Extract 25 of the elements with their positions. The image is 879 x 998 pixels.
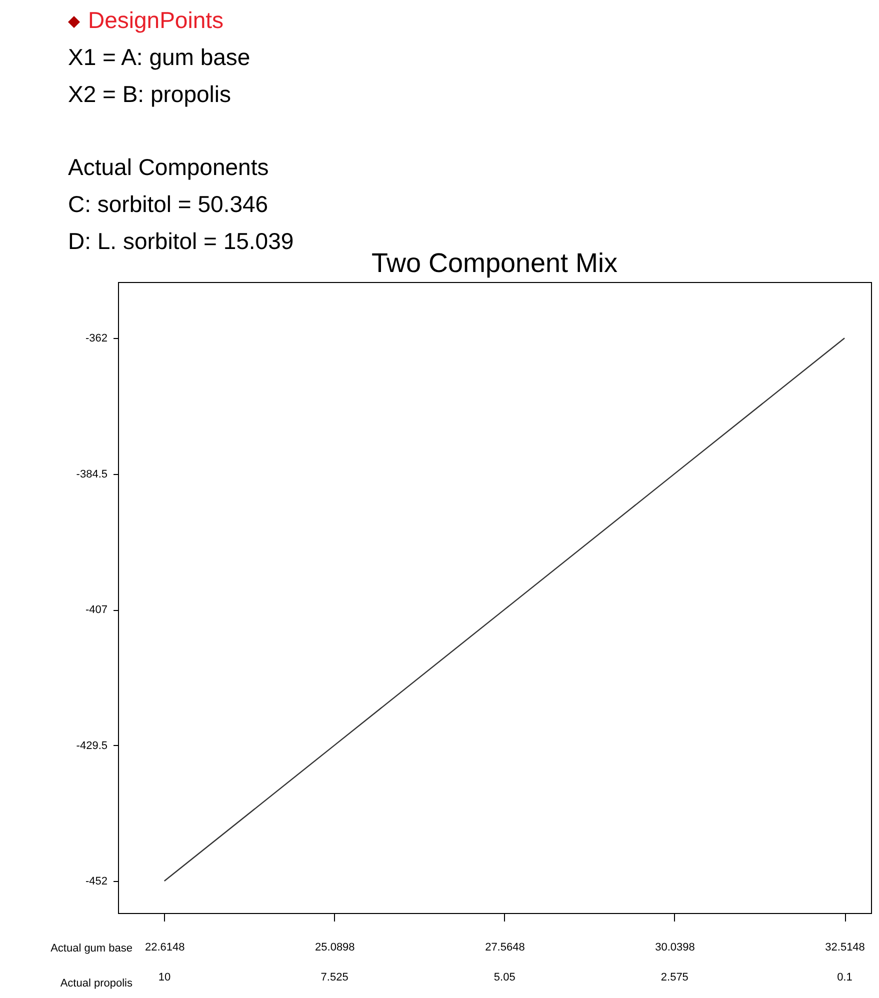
y-tick-label: -429.5 (76, 740, 108, 752)
x2-tick-label: 10 (158, 972, 171, 984)
y-tick-label: -362 (85, 332, 108, 345)
text: Actual Components (68, 153, 270, 182)
x-tick-label: 30.0398 (655, 942, 695, 954)
x-tick-label: 22.6148 (144, 942, 185, 954)
x-tick-label: 27.5648 (485, 942, 525, 954)
y-tick-label: -384.5 (76, 468, 108, 480)
x2-tick-label: 0.1 (837, 972, 852, 984)
x2-tick-label: 5.05 (494, 972, 516, 984)
x-tick-label: 25.0898 (315, 942, 355, 954)
x-axis-title: Actual gum base (50, 942, 132, 954)
y-tick-label: -452 (85, 876, 108, 888)
text: D: L. sorbitol = 15.039 (68, 228, 294, 252)
x2-axis-title: Actual propolis (60, 978, 133, 990)
x2-tick-label: 2.575 (660, 972, 688, 984)
text: X1 = A: gum base (68, 43, 252, 72)
text: DesignPoints (87, 6, 225, 35)
x2-tick-label: 7.525 (320, 972, 348, 984)
x-tick-label: 32.5148 (825, 942, 865, 954)
chart-title: Two Component Mix (371, 248, 618, 278)
text: C: sorbitol = 50.346 (68, 190, 270, 219)
y-tick-label: -407 (85, 604, 108, 616)
line-series (164, 338, 846, 882)
text: X2 = B: propolis (68, 80, 232, 109)
